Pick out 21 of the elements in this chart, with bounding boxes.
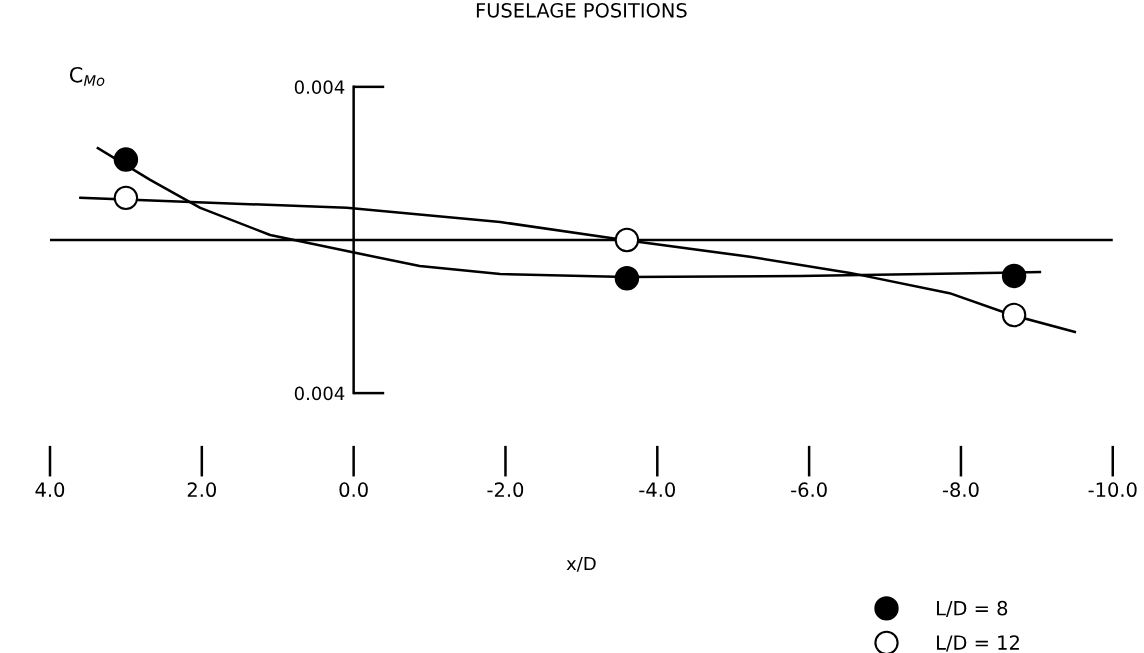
x-tick-label: -10.0 [1088,482,1137,498]
x-tick-label: 0.0 [339,482,368,498]
x-tick-label: -8.0 [942,482,979,498]
x-tick-label: -4.0 [639,482,675,498]
point [614,227,640,253]
x-tick-label: -6.0 [791,482,827,498]
point [1001,263,1027,289]
x-axis-title: x/D [566,556,596,572]
legend-label: L/D = 12 [937,635,1019,652]
y-tick-label: 0.004 [294,386,345,401]
y-axis-title: C$_{Mo}$ [69,66,105,86]
x-tick-label: -2.0 [487,482,524,498]
point [113,185,139,211]
point [113,147,139,172]
x-tick-label: 2.0 [187,482,216,498]
point [614,266,640,291]
legend-label: L/D = 8 [937,600,1008,618]
y-tick-label: 0.004 [294,80,345,94]
x-tick-label: 4.0 [35,482,65,498]
chart-title: FUSELAGE POSITIONS [476,2,687,18]
point [1001,302,1027,328]
